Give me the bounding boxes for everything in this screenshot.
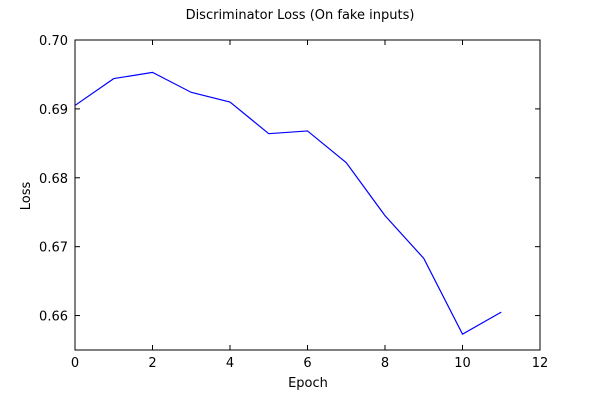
x-tick-label: 12: [532, 356, 549, 371]
x-tick-label: 8: [381, 356, 389, 371]
x-tick-label: 0: [71, 356, 79, 371]
plot-frame: [74, 39, 541, 351]
x-axis-ticks: 0 2 4 6 8 10 12: [71, 40, 548, 371]
y-tick-label: 0.66: [39, 310, 68, 325]
y-tick-label: 0.67: [39, 241, 68, 256]
y-axis-ticks: 0.66 0.67 0.68 0.69 0.70: [39, 34, 540, 325]
x-axis-label: Epoch: [288, 376, 328, 391]
x-tick-label: 2: [148, 356, 156, 371]
plot-area: [74, 39, 541, 351]
y-tick-label: 0.69: [39, 103, 68, 118]
series-line-0: [74, 71, 502, 335]
y-tick-label: 0.70: [39, 34, 68, 49]
x-tick-label: 10: [454, 356, 471, 371]
x-tick-label: 6: [303, 356, 311, 371]
y-axis-label: Loss: [19, 182, 34, 211]
x-tick-label: 4: [226, 356, 234, 371]
chart-title: Discriminator Loss (On fake inputs): [186, 8, 415, 23]
y-tick-label: 0.68: [39, 172, 68, 187]
